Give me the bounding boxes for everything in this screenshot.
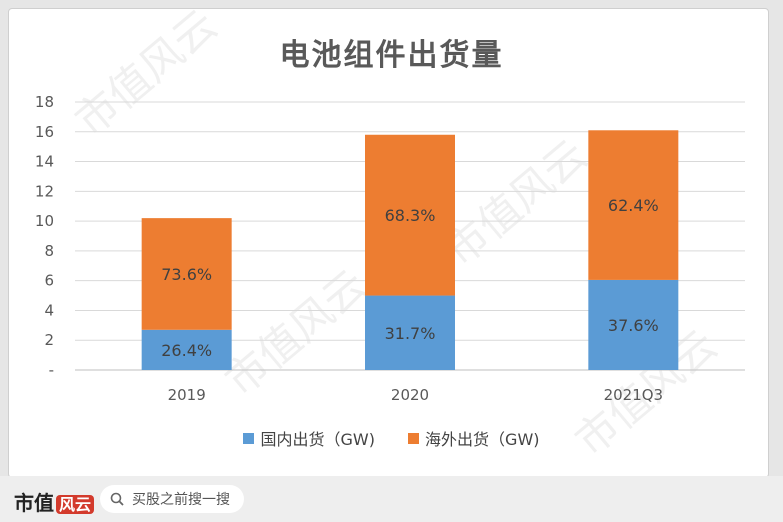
bar-segment <box>141 218 232 330</box>
y-tick-label: 12 <box>35 182 54 200</box>
bar-segment <box>365 295 455 370</box>
y-tick-label: 2 <box>44 331 54 349</box>
y-tick-label: 16 <box>35 123 54 141</box>
bar-segment <box>365 134 455 296</box>
legend-item-domestic: 国内出货（GW) <box>243 426 375 450</box>
legend-swatch-domestic <box>243 432 255 444</box>
search-icon <box>110 492 124 506</box>
x-tick-label: 2020 <box>391 386 429 404</box>
y-tick-label: 6 <box>44 272 54 290</box>
data-label: 37.6% <box>608 316 659 335</box>
data-label: 68.3% <box>385 206 436 225</box>
y-tick-label: 18 <box>35 93 54 111</box>
y-tick-label: - <box>49 361 54 379</box>
chart-title: 电池组件出货量 <box>279 38 504 73</box>
logo-text: 市值 <box>14 491 54 515</box>
y-tick-label: 4 <box>44 301 54 319</box>
data-label: 26.4% <box>161 341 212 360</box>
y-tick-label: 10 <box>35 212 54 230</box>
y-tick-label: 8 <box>44 242 54 260</box>
chart-plot: 26.4% 73.6% 31.7% 68.3% 37.6% 62.4% - 2 4 6 8 10 12… <box>35 93 745 404</box>
bar-segment <box>588 130 679 280</box>
legend-label-domestic: 国内出货（GW) <box>260 430 375 449</box>
legend-label-overseas: 海外出货（GW) <box>425 430 540 449</box>
y-tick-label: 14 <box>35 153 54 171</box>
bar-segment <box>588 279 679 370</box>
search-box[interactable]: 买股之前搜一搜 <box>100 485 244 513</box>
legend-swatch-overseas <box>408 432 420 444</box>
brand-logo[interactable]: 市值 风云 <box>14 487 95 516</box>
chart-legend: 国内出货（GW) 海外出货（GW) <box>0 426 783 450</box>
x-tick-label: 2019 <box>168 386 206 404</box>
data-label: 73.6% <box>161 265 212 284</box>
footer-bar: 市值 风云 买股之前搜一搜 <box>0 476 783 522</box>
data-label: 62.4% <box>608 196 659 215</box>
bar-segment <box>141 329 232 370</box>
x-tick-label: 2021Q3 <box>604 386 664 404</box>
logo-badge: 风云 <box>56 495 95 514</box>
data-label: 31.7% <box>385 324 436 343</box>
legend-item-overseas: 海外出货（GW) <box>408 426 540 450</box>
search-placeholder: 买股之前搜一搜 <box>132 492 230 508</box>
